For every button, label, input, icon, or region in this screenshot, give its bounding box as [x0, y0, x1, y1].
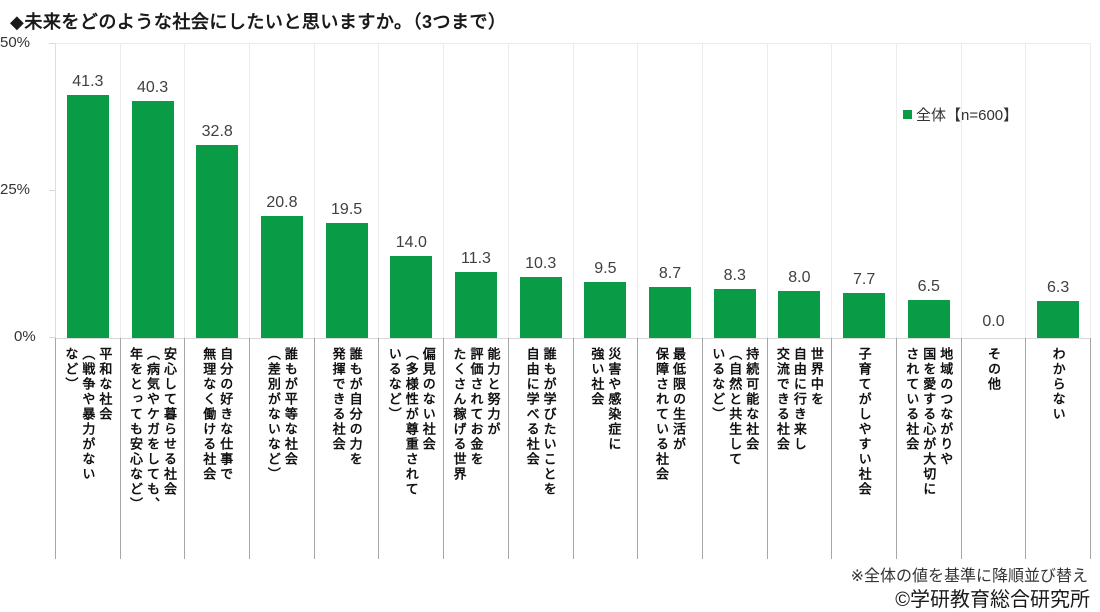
bar-value-label: 19.5 [331, 201, 363, 218]
category-label-text: 偏見のない社会 （多様性が尊重されて いるなど） [386, 347, 436, 497]
category-label-text: 地域のつながりや 国を愛する心が大切に されている社会 [904, 347, 954, 497]
bar-value-label: 40.3 [136, 79, 169, 96]
bar [1037, 301, 1080, 338]
y-axis-tick-label-25: 25% [0, 181, 31, 198]
category-label-text: 平和な社会 （戦争や暴力がない など） [63, 347, 113, 482]
category-label-text: 災害や感染症に 強い社会 [589, 347, 622, 452]
bar-cell: 32.8 [185, 44, 251, 338]
bar [390, 256, 433, 338]
category-label-text: 自分の好きな仕事で 無理なく働ける社会 [201, 347, 234, 482]
bar-cell: 9.5 [574, 44, 639, 338]
bar-value-label: 6.5 [917, 278, 940, 295]
plot-area: 41.3 40.3 32.8 20.8 19.5 14.0 11.3 10.3 9.5 8.7 8.… [55, 43, 1091, 339]
category-labels: 平和な社会 （戦争や暴力がない など） 安心して暮らせる社会 （病気やケガをしても… [55, 338, 1091, 559]
bar-cell: 7.7 [832, 44, 897, 338]
category-label-text: 持続可能な社会 （自然と共生して いるなど） [710, 347, 760, 467]
bar-value-label: 14.0 [395, 234, 427, 251]
y-axis-tick-label-0: 0% [14, 328, 36, 345]
bar [131, 101, 174, 338]
category-label: 地域のつながりや 国を愛する心が大切に されている社会 [897, 338, 962, 559]
y-axis-tick-mark [49, 190, 55, 191]
bar-cell: 6.5 [897, 44, 962, 338]
category-label: 持続可能な社会 （自然と共生して いるなど） [703, 338, 768, 559]
bar-cell: 11.3 [444, 44, 509, 338]
chart-title: ◆未来をどのような社会にしたいと思いますか。（3つまで） [10, 12, 507, 32]
category-label-text: 誰もが自分の力を 発揮できる社会 [330, 347, 363, 467]
bar-cell: 8.0 [768, 44, 833, 338]
category-label: 能力と努力が 評価されてお金を たくさん稼げる世界 [444, 338, 509, 559]
category-label: その他 [962, 338, 1027, 559]
category-label-text: 誰もが学びたいことを 自由に学べる社会 [524, 347, 557, 497]
bar-value-label: 32.8 [201, 123, 233, 140]
category-label: 世界中を 自由に行き来し 交流できる社会 [768, 338, 833, 559]
bar [649, 287, 692, 338]
category-label: 誰もが学びたいことを 自由に学べる社会 [509, 338, 574, 559]
bar [260, 216, 303, 338]
bar-cell: 8.3 [703, 44, 768, 338]
bar-value-label: 10.3 [525, 255, 557, 272]
bar-value-label: 20.8 [266, 194, 298, 211]
category-label: 偏見のない社会 （多様性が尊重されて いるなど） [379, 338, 445, 559]
category-label-text: 世界中を 自由に行き来し 交流できる社会 [774, 347, 824, 452]
category-label: 誰もが平等な社会 （差別がないなど） [250, 338, 315, 559]
bar-cell: 41.3 [56, 44, 121, 338]
bar [196, 145, 239, 338]
category-label: 安心して暮らせる社会 （病気やケガをしても、 年をとっても安心など） [121, 338, 186, 559]
bar [584, 282, 627, 338]
bar [66, 95, 109, 338]
bar-value-label: 8.7 [658, 265, 682, 282]
category-label-text: 最低限の生活が 保障されている社会 [654, 347, 687, 482]
bar [778, 291, 821, 338]
bar [713, 289, 756, 338]
legend-marker-icon [903, 110, 912, 119]
legend: 全体【n=600】 [903, 104, 1018, 125]
bar [907, 300, 950, 338]
category-label-text: 能力と努力が 評価されてお金を たくさん稼げる世界 [451, 347, 501, 482]
bar-value-label: 11.3 [460, 250, 491, 267]
category-label: 平和な社会 （戦争や暴力がない など） [56, 338, 121, 559]
category-label: 子育てがしやすい社会 [832, 338, 897, 559]
bar [325, 223, 368, 338]
category-label-text: わからない [1050, 347, 1066, 422]
category-label-text: 安心して暮らせる社会 （病気やケガをしても、 年をとっても安心など） [128, 347, 178, 512]
copyright: ©学研教育総合研究所 [895, 589, 1090, 611]
bar-cell: 40.3 [121, 44, 186, 338]
bar-value-label: 6.3 [1047, 279, 1070, 296]
category-label: 誰もが自分の力を 発揮できる社会 [315, 338, 380, 559]
category-label-text: その他 [985, 347, 1001, 392]
bar-value-label: 41.3 [72, 73, 104, 90]
bar-cell: 10.3 [509, 44, 574, 338]
bar-value-label: 0.0 [982, 313, 1005, 330]
y-axis-tick-mark [49, 337, 55, 338]
bar-cell: 8.7 [638, 44, 703, 338]
category-label-text: 子育てがしやすい社会 [856, 347, 872, 497]
sort-note: ※全体の値を基準に降順並び替え [850, 568, 1088, 585]
category-label: わからない [1026, 338, 1091, 559]
bar-value-label: 9.5 [594, 260, 617, 277]
bar-cell: 20.8 [250, 44, 315, 338]
bar-cell: 6.3 [1026, 44, 1091, 338]
bar-cell: 19.5 [315, 44, 380, 338]
bar-cell: 0.0 [962, 44, 1027, 338]
category-label: 災害や感染症に 強い社会 [574, 338, 639, 559]
y-axis-tick-mark [49, 43, 55, 44]
category-label-text: 誰もが平等な社会 （差別がないなど） [265, 347, 298, 482]
bar-value-label: 7.7 [852, 271, 876, 288]
bar-value-label: 8.0 [788, 269, 811, 286]
category-label: 自分の好きな仕事で 無理なく働ける社会 [185, 338, 251, 559]
bar-value-label: 8.3 [723, 267, 746, 284]
y-axis-tick-label-50: 50% [0, 34, 31, 51]
bar-cell: 14.0 [379, 44, 445, 338]
bar [454, 272, 497, 338]
bar [843, 293, 886, 338]
bar [519, 277, 562, 338]
category-label: 最低限の生活が 保障されている社会 [638, 338, 703, 559]
legend-label: 全体【n=600】 [916, 107, 1019, 124]
